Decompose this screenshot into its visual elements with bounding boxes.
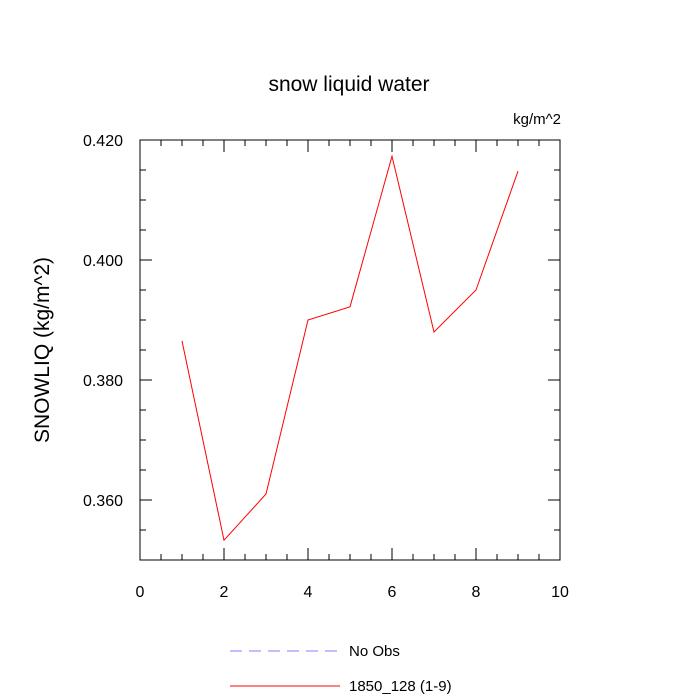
plot-frame <box>139 139 561 561</box>
y-tick-label: 0.360 <box>83 493 123 510</box>
legend: No Obs 1850_128 (1-9) <box>230 643 452 695</box>
y-tick-label: 0.380 <box>83 373 123 390</box>
chart-title: snow liquid water <box>268 73 429 96</box>
y-tick-label: 0.400 <box>83 253 123 270</box>
legend-label: No Obs <box>349 643 400 660</box>
x-tick-label: 10 <box>551 584 569 601</box>
x-tick-label: 8 <box>472 584 481 601</box>
legend-label: 1850_128 (1-9) <box>349 678 452 695</box>
series-line <box>181 154 519 542</box>
x-tick-label: 2 <box>220 584 229 601</box>
units-label: kg/m^2 <box>513 111 561 128</box>
x-tick-label: 4 <box>304 584 313 601</box>
y-axis-label: SNOWLIQ (kg/m^2) <box>31 257 54 443</box>
plot-area: 0 2 4 6 8 10 0.360 0.380 0.400 0.420 <box>83 133 569 601</box>
x-tick-label: 6 <box>388 584 397 601</box>
x-tick-label: 0 <box>136 584 145 601</box>
y-tick-label: 0.420 <box>83 133 123 150</box>
